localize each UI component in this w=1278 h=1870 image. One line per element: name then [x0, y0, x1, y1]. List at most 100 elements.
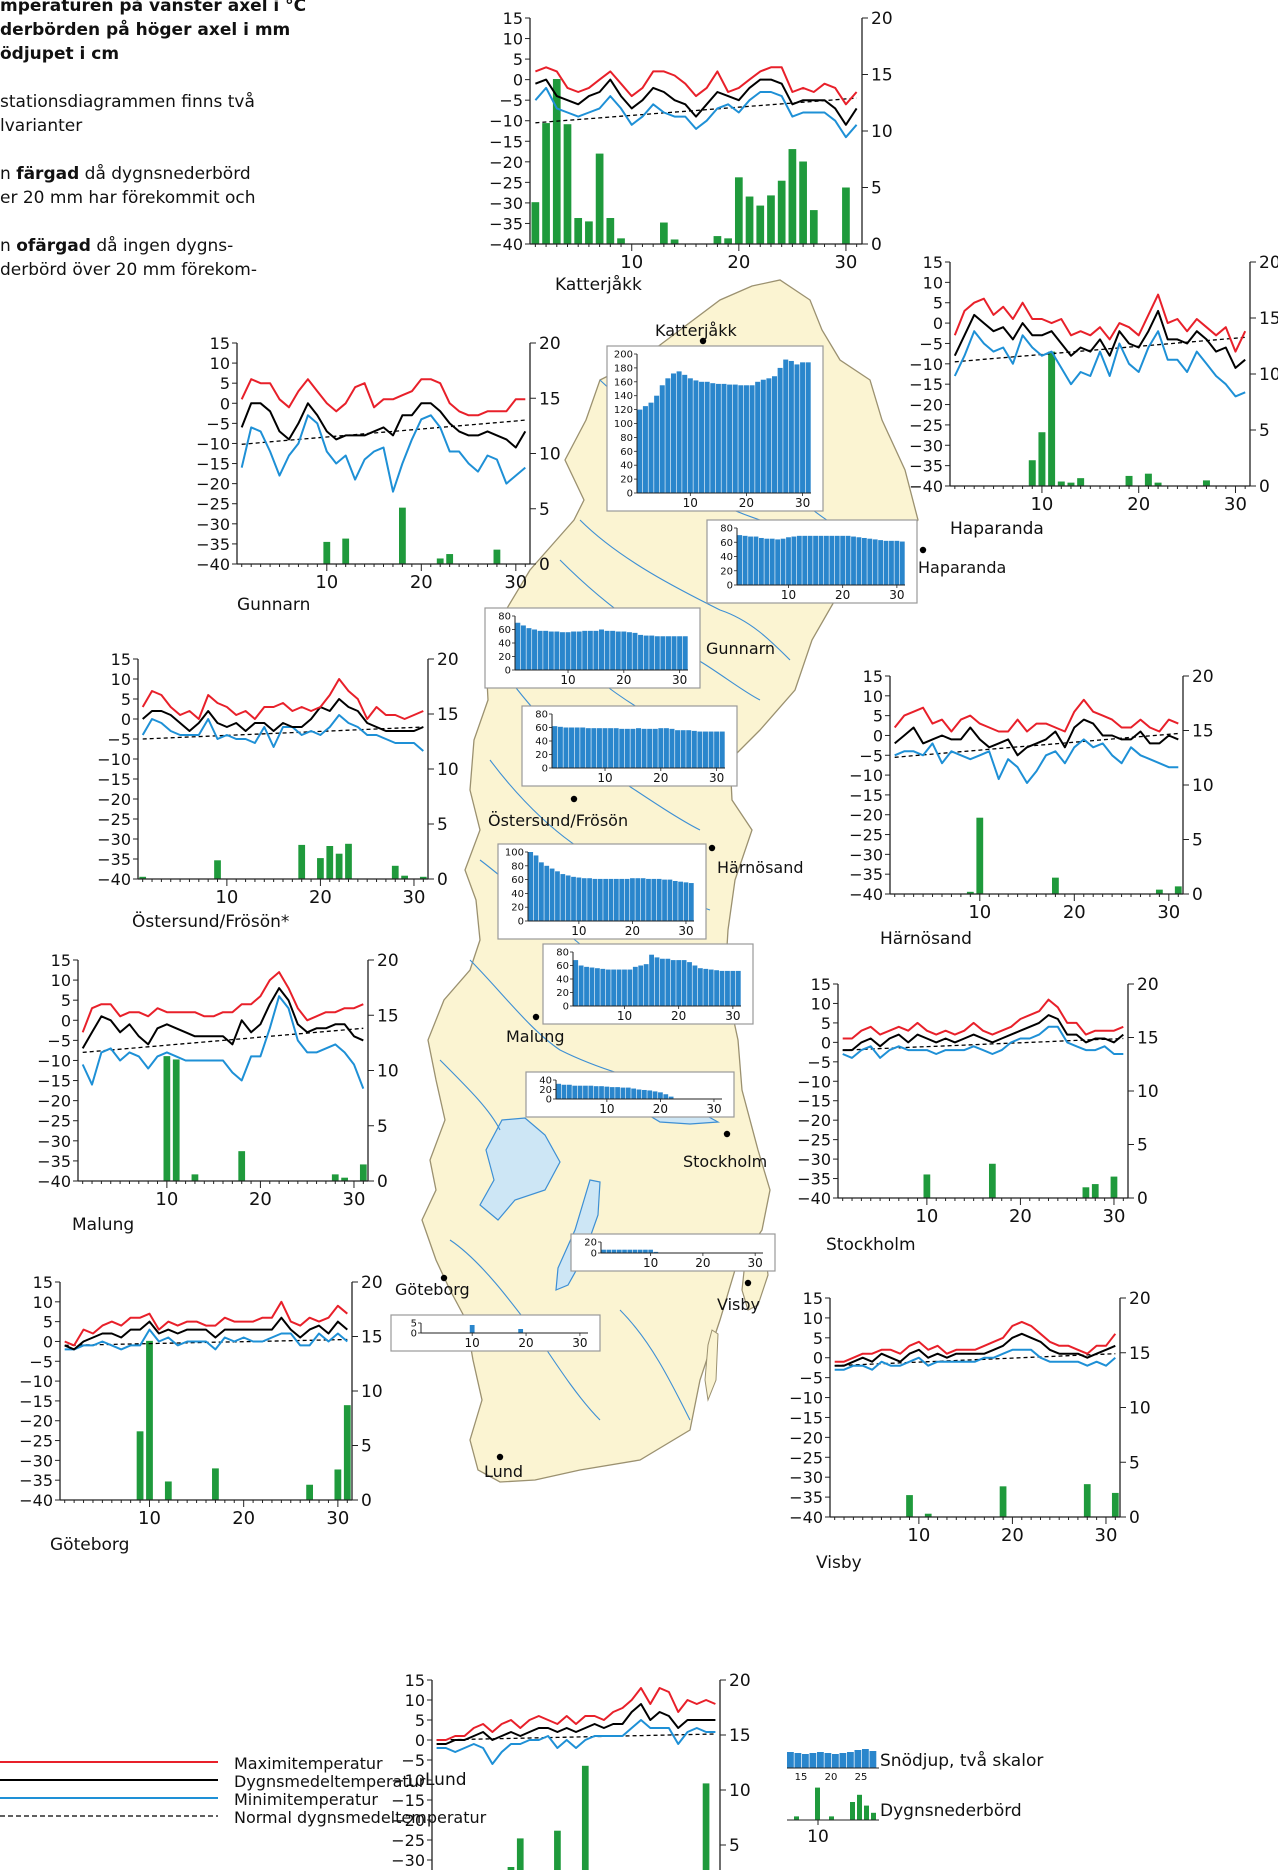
legend-snow-bar [839, 1753, 847, 1768]
intro-text: mperaturen på vänster axel i °C derbörden… [0, 0, 330, 282]
snow-bar [533, 855, 539, 921]
y-tick-label: −35 [909, 457, 943, 476]
y2-tick-label: 0 [871, 235, 882, 255]
snow-y-label: 5 [411, 1319, 417, 1330]
precip-bar [531, 202, 540, 244]
snow-bar [622, 1249, 627, 1253]
x-tick-label: 10 [155, 1189, 178, 1210]
y-tick-label: 5 [61, 991, 71, 1010]
precip-bar [146, 1340, 153, 1500]
station-dot [440, 1274, 448, 1282]
y-tick-label: 15 [863, 667, 883, 686]
snow-bar [692, 965, 698, 1006]
y2-tick-label: 0 [377, 1172, 388, 1192]
station-dot [744, 1279, 752, 1287]
snow-bar [651, 878, 657, 921]
snow-bar [599, 1086, 604, 1099]
station-dot [699, 337, 707, 345]
y2-tick-label: 0 [361, 1491, 372, 1511]
snow-bar [632, 1249, 638, 1253]
y2-tick-label: 5 [377, 1117, 388, 1137]
snow-bar [654, 636, 660, 670]
snow-y-label: 0 [546, 1095, 552, 1106]
snow-bar [576, 877, 582, 921]
map-station-label: Visby [717, 1295, 760, 1314]
legend-precip-bar [871, 1812, 876, 1820]
y-tick-label: 5 [813, 1329, 823, 1348]
snow-bar [520, 625, 526, 670]
snow-bar [738, 385, 744, 493]
precip-bar [724, 238, 732, 244]
y2-tick-label: 10 [539, 445, 561, 465]
snow-y-label: 20 [584, 1238, 597, 1249]
legend-snow-bar [809, 1753, 817, 1768]
precip-bar [554, 1830, 561, 1870]
y2-tick-label: 15 [1129, 1344, 1151, 1364]
y-tick-label: −10 [37, 1051, 71, 1070]
snow-bar [641, 728, 647, 768]
snow-bar [878, 540, 884, 585]
intro-line: lvarianter [0, 116, 83, 136]
snow-bar [603, 878, 609, 921]
precip-bar [976, 817, 984, 894]
precip-bar [335, 853, 343, 879]
snow-bar [518, 1329, 524, 1333]
snow-bar [526, 628, 532, 670]
snow-bar [686, 730, 692, 768]
y-tick-label: −20 [789, 1428, 823, 1447]
y2-tick-label: 10 [1129, 1399, 1151, 1419]
normal-mean-line [241, 419, 526, 445]
snow-bar [605, 969, 611, 1006]
y-tick-label: 0 [821, 1033, 831, 1052]
snow-bar [671, 636, 677, 670]
legend-precip-bar [857, 1794, 862, 1820]
y-tick-label: 0 [121, 710, 131, 729]
snow-bar [813, 535, 818, 585]
snow-bar [772, 376, 778, 493]
snow-x-label: 20 [695, 1256, 710, 1270]
y2-tick-label: 20 [361, 1273, 383, 1293]
snow-bar [748, 536, 753, 585]
snow-bar [659, 385, 665, 493]
snow-x-label: 30 [725, 1009, 740, 1023]
snow-bar [680, 730, 686, 768]
snow-bar [576, 631, 582, 670]
precip-bar [1155, 889, 1163, 894]
snow-bar [627, 1249, 633, 1253]
snow-depth-chart: 50 10 20 30 [390, 1314, 601, 1352]
y-tick-label: −40 [196, 555, 230, 574]
snow-y-label: 40 [511, 889, 524, 900]
precip-bar [585, 221, 593, 244]
station-chart: 151050−5−10−15−20−25−30−35−4020151050102… [391, 1671, 751, 1870]
legend-snow-tick: 25 [855, 1772, 868, 1783]
y-tick-label: −35 [797, 1170, 831, 1189]
y-tick-label: −30 [37, 1132, 71, 1151]
y-tick-label: −20 [489, 153, 523, 172]
snow-bar [597, 878, 603, 921]
y-tick-label: −15 [37, 1072, 71, 1091]
snow-y-label: 20 [539, 1085, 552, 1096]
snow-bar [624, 728, 630, 768]
precip-bar [191, 1174, 199, 1181]
snow-bar [608, 728, 614, 768]
snow-bar [647, 1090, 653, 1099]
snow-x-label: 20 [625, 924, 640, 938]
legend-precip-bar [829, 1816, 834, 1820]
snow-bar [708, 731, 714, 768]
snow-x-label: 10 [571, 924, 586, 938]
snow-bar [663, 728, 669, 768]
y2-tick-label: 15 [871, 66, 893, 86]
snow-bar [596, 728, 602, 768]
snow-y-label: 160 [614, 377, 633, 388]
snow-bar [708, 969, 714, 1006]
y-tick-label: −5 [47, 1031, 71, 1050]
map-station-label: Stockholm [683, 1152, 767, 1171]
snow-bar [591, 728, 597, 768]
station-name: Härnösand [880, 929, 972, 949]
precip-bar [756, 205, 765, 244]
y-tick-label: −10 [909, 355, 943, 374]
snow-bar [577, 1085, 583, 1099]
snow-bar [760, 379, 766, 493]
y-tick-label: 5 [415, 1711, 425, 1730]
